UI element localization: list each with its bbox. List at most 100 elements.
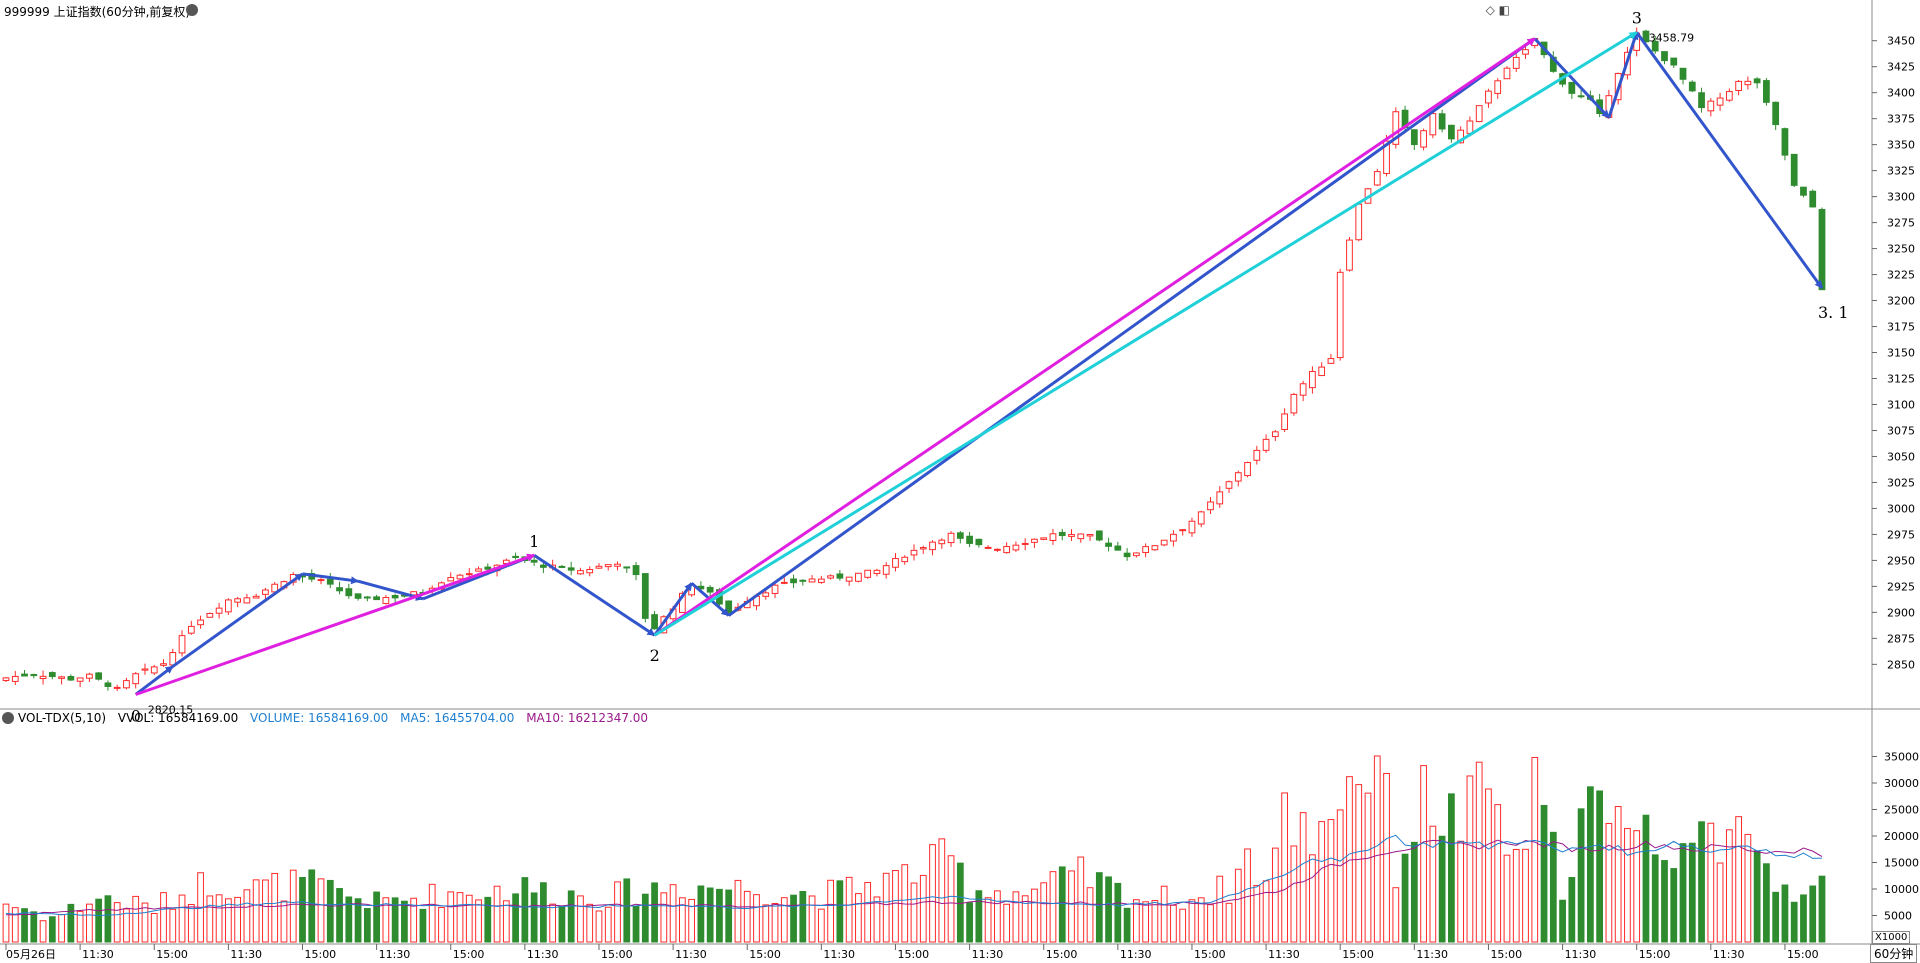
price-tick-label: 3000	[1887, 502, 1915, 515]
candle-body	[966, 535, 973, 544]
volume-bar	[966, 902, 973, 943]
candle-body	[363, 596, 371, 599]
volume-bar	[1577, 808, 1585, 943]
volume-bar	[1642, 814, 1650, 943]
volume-bar	[623, 878, 631, 943]
volume-bar	[234, 896, 242, 943]
panel-toggle-icon[interactable]: ◧	[1498, 3, 1510, 17]
volume-bar	[1114, 882, 1122, 943]
volume-bar	[1105, 876, 1112, 943]
candle-body	[706, 586, 714, 593]
candle-body	[224, 599, 232, 613]
wave-arrow	[357, 579, 424, 601]
candle-body	[1438, 113, 1446, 130]
candle-body	[1132, 552, 1140, 557]
volume-bar	[382, 897, 390, 943]
price-tick-label: 3450	[1887, 35, 1915, 48]
volume-tick-label: 10000	[1884, 883, 1919, 896]
price-tick-label: 3150	[1887, 347, 1915, 360]
volume-bar	[1503, 854, 1511, 943]
candle-body	[910, 549, 918, 556]
price-tick-label: 3100	[1887, 398, 1915, 411]
volume-bar	[1373, 755, 1381, 943]
candle-body	[1123, 552, 1131, 558]
x-tick-label: 11:30	[1565, 948, 1597, 961]
volume-bar	[1448, 793, 1455, 943]
candle-body	[1114, 545, 1122, 551]
volume-bar	[780, 897, 788, 943]
x-tick-label: 15:00	[304, 948, 336, 961]
candle-body	[762, 592, 770, 597]
volume-bar	[1698, 821, 1705, 943]
candle-body	[11, 675, 19, 682]
candle-body	[1494, 80, 1502, 94]
volume-bar	[669, 884, 677, 943]
volume-bar	[104, 895, 112, 943]
candle-body	[604, 564, 612, 568]
candle-body	[1485, 90, 1492, 104]
volume-bar	[660, 892, 668, 943]
volume-bar	[614, 881, 621, 943]
wave-label: 0	[131, 706, 141, 725]
volume-bar	[1309, 854, 1316, 943]
period-selector[interactable]: 60分钟	[1870, 944, 1918, 963]
volume-bar	[1327, 819, 1335, 943]
candle-body	[1512, 56, 1520, 69]
volume-bar	[428, 883, 436, 943]
volume-bar	[484, 896, 492, 943]
volume-bar	[1763, 863, 1770, 943]
price-tick-label: 3225	[1887, 269, 1915, 282]
volume-bar	[1679, 843, 1687, 943]
candle-body	[1457, 129, 1465, 144]
volume-bar	[289, 869, 297, 943]
volume-bar	[215, 894, 223, 943]
candle-body	[1809, 190, 1817, 208]
volume-bar	[1725, 829, 1733, 943]
volume-bar	[299, 877, 306, 943]
volume-bar	[123, 908, 130, 943]
candle-body	[1179, 529, 1187, 532]
volume-bar	[1355, 784, 1363, 943]
chevron-down-icon[interactable]	[186, 4, 198, 16]
candle-body	[1448, 124, 1455, 140]
volume-bar	[1012, 891, 1020, 943]
candle-body	[873, 569, 881, 574]
candle-body	[1410, 129, 1418, 146]
x-tick-label: 15:00	[1490, 948, 1522, 961]
volume-bar	[1290, 845, 1298, 943]
indicator-menu-icon[interactable]	[2, 712, 14, 724]
candle-body	[919, 547, 927, 550]
candle-body	[1568, 81, 1576, 94]
volume-bar	[410, 897, 418, 943]
volume-bar	[632, 905, 640, 943]
volume-bar	[1522, 848, 1529, 943]
volume-bar	[1559, 899, 1566, 943]
candle-body	[1188, 520, 1196, 534]
candle-body	[187, 625, 195, 634]
volume-bar	[1633, 830, 1641, 943]
price-tick-label: 2850	[1887, 658, 1915, 671]
volume-bar	[456, 892, 464, 943]
volume-bar	[76, 910, 84, 943]
volume-bar	[1586, 786, 1594, 943]
wave-arrow	[653, 37, 1536, 637]
volume-bar	[1494, 804, 1502, 943]
candle-body	[197, 619, 204, 626]
candle-body	[1262, 438, 1270, 451]
candle-body	[1818, 208, 1826, 291]
candle-body	[262, 589, 269, 595]
candle-body	[1003, 546, 1011, 554]
candle-body	[1383, 140, 1390, 174]
price-tick-label: 2875	[1887, 632, 1915, 645]
candle-body	[947, 532, 955, 544]
volume-bar	[790, 894, 797, 943]
candle-body	[577, 570, 584, 575]
candle-body	[48, 672, 56, 678]
diamond-icon[interactable]: ◇	[1485, 3, 1495, 17]
x-tick-label: 11:30	[82, 948, 114, 961]
volume-bar	[1624, 827, 1631, 943]
volume-bar	[558, 905, 566, 943]
candle-body	[1670, 57, 1678, 66]
wave-arrow	[533, 553, 656, 637]
candle-body	[104, 682, 112, 687]
